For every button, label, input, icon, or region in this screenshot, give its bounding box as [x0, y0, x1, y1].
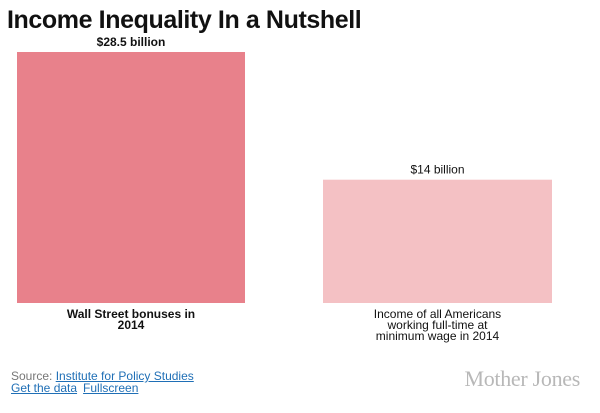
source-prefix: Source:: [11, 369, 56, 383]
brand-logo: Mother Jones: [464, 366, 580, 391]
footer-links: Get the data Fullscreen: [11, 382, 194, 394]
bar-2-category-label-line-2: working full-time at: [386, 318, 488, 332]
bar-1-category-label-line-1: Wall Street bonuses in: [67, 307, 195, 321]
chart-footer: Source: Institute for Policy Studies Get…: [11, 370, 194, 394]
bar-2-category-label-line-3: minimum wage in 2014: [376, 329, 500, 343]
bar-1-value-label: $28.5 billion: [97, 35, 166, 49]
bar-1-category-label-line-2: 2014: [118, 318, 145, 332]
chart-title: Income Inequality In a Nutshell: [7, 6, 362, 34]
bar-2: [323, 179, 552, 303]
source-link[interactable]: Institute for Policy Studies: [55, 369, 194, 383]
source-line: Source: Institute for Policy Studies: [11, 370, 194, 382]
bar-1: [17, 52, 245, 303]
fullscreen-link[interactable]: Fullscreen: [83, 381, 139, 395]
bar-2-category-label-line-1: Income of all Americans: [374, 307, 501, 321]
bar-2-value-label: $14 billion: [410, 163, 464, 177]
get-data-link[interactable]: Get the data: [11, 381, 78, 395]
